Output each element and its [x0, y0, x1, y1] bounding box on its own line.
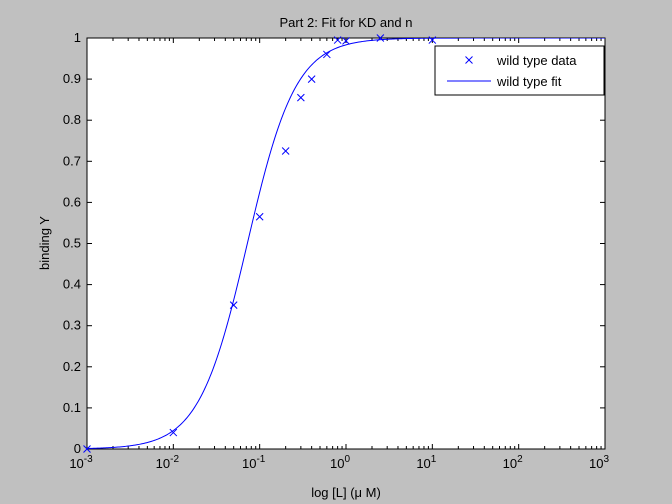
data-point-stroke: [322, 50, 331, 59]
marker-layer: [83, 34, 437, 453]
x-tick-label: 10-2: [156, 454, 180, 471]
y-tick-label: 1: [74, 30, 81, 45]
data-point-stroke: [169, 428, 178, 437]
data-point: [333, 36, 342, 44]
y-tick-label: 0.2: [63, 359, 81, 374]
data-point: [83, 445, 91, 453]
data-point: [297, 93, 305, 102]
data-point-stroke: [229, 301, 238, 310]
x-tick-label: 103: [589, 454, 609, 471]
y-tick-label: 0.8: [63, 112, 81, 127]
x-tick-label: 101: [416, 454, 436, 471]
data-point-stroke: [428, 36, 437, 44]
data-point: [307, 75, 316, 83]
x-axis-label: log [L] (μ M): [311, 485, 381, 500]
y-tick-label: 0: [74, 441, 81, 456]
y-tick-label: 0.4: [63, 277, 81, 292]
x-tick-label: 102: [503, 454, 523, 471]
data-point: [169, 428, 178, 437]
data-point: [376, 34, 385, 42]
legend-label-fit: wild type fit: [496, 74, 562, 89]
fit-curve: [87, 38, 605, 449]
x-tick-label: 10-1: [242, 454, 266, 471]
y-tick-label: 0.7: [63, 153, 81, 168]
data-point: [229, 301, 238, 310]
data-point-stroke: [376, 34, 385, 42]
chart-title: Part 2: Fit for KD and n: [280, 15, 413, 30]
legend-box: [434, 45, 605, 96]
data-point-stroke: [333, 36, 342, 44]
legend-marker-stroke: [465, 56, 473, 64]
x-tick-label: 10-3: [69, 454, 93, 471]
fit-layer: [87, 38, 605, 449]
y-tick-label: 0.9: [63, 71, 81, 86]
data-point-stroke: [297, 93, 305, 102]
legend-label-data: wild type data: [496, 53, 577, 68]
data-point: [255, 212, 264, 221]
y-axis-label: binding Y: [37, 216, 52, 270]
data-point-stroke: [281, 147, 290, 155]
data-point: [428, 36, 437, 44]
plot-area: [86, 37, 606, 450]
data-point-stroke: [307, 75, 316, 83]
y-tick-label: 0.5: [63, 236, 81, 251]
y-tick-label: 0.6: [63, 194, 81, 209]
x-tick-label: 100: [330, 454, 350, 471]
data-point-stroke: [83, 445, 91, 453]
data-point-stroke: [342, 37, 350, 45]
data-point: [342, 37, 350, 45]
legend: wild type data wild type fit: [434, 45, 605, 96]
legend-marker-icon: [465, 56, 473, 64]
tick-labels: 10-3 10-2 10-1 100 101 102 103 0 0.1 0.2 0.3 0.4 0.5…: [63, 30, 610, 471]
y-tick-label: 0.1: [63, 400, 81, 415]
data-point-stroke: [255, 212, 264, 221]
data-point: [281, 147, 290, 155]
data-point: [322, 50, 331, 59]
y-tick-label: 0.3: [63, 318, 81, 333]
